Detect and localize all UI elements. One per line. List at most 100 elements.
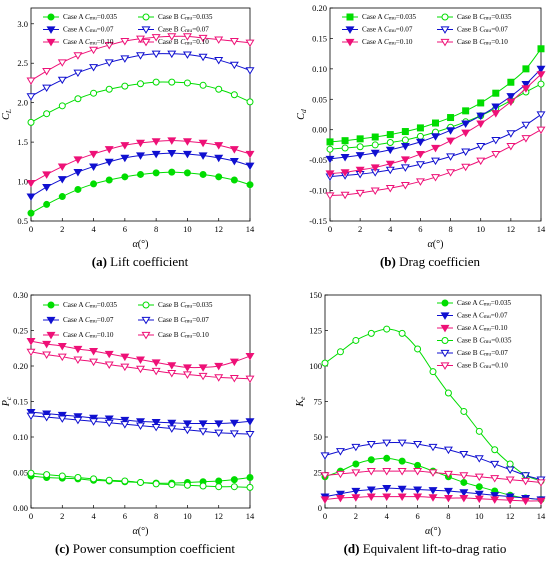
data-point [477, 99, 485, 107]
legend-label: Case A Cmu=0.035 [63, 301, 117, 310]
data-point [215, 173, 223, 181]
data-point [367, 456, 375, 464]
data-point [120, 38, 130, 46]
data-point [57, 176, 67, 184]
data-point [386, 131, 394, 139]
data-point [245, 375, 255, 384]
data-point [199, 170, 207, 178]
data-point [89, 163, 99, 171]
data-point [198, 428, 208, 436]
data-point [352, 460, 360, 468]
x-tick-label: 10 [476, 224, 485, 234]
data-point [355, 189, 365, 198]
data-point [366, 486, 376, 494]
data-point [415, 178, 425, 186]
data-point [73, 156, 83, 164]
data-point [58, 193, 66, 201]
data-point [341, 144, 349, 152]
data-point [246, 181, 254, 189]
x-tick-label: 12 [506, 511, 515, 521]
data-point [245, 352, 255, 361]
data-point [136, 152, 145, 160]
data-point [245, 150, 255, 159]
data-point [476, 143, 486, 151]
data-point [57, 76, 67, 85]
legend-label: Case A Cmu=0.10 [63, 38, 114, 47]
data-point [214, 56, 224, 65]
x-tick-label: 4 [385, 511, 390, 521]
data-point [459, 489, 469, 497]
y-tick-label: 2.0 [17, 98, 28, 108]
y-tick-label: 75 [314, 397, 323, 407]
data-point [537, 45, 545, 53]
data-point [198, 139, 208, 148]
x-tick-label: 0 [29, 224, 33, 234]
data-point [536, 111, 546, 119]
data-point [443, 494, 453, 503]
data-point [506, 98, 516, 107]
data-point [351, 443, 361, 452]
data-point [182, 420, 192, 428]
legend-marker [142, 301, 150, 309]
data-point [199, 81, 207, 89]
data-point [120, 363, 130, 372]
data-point [522, 65, 530, 73]
data-point [58, 102, 66, 110]
y-tick-label: 0.05 [312, 94, 327, 104]
data-point [383, 325, 391, 333]
y-tick-label: 0.20 [312, 3, 327, 13]
data-point [356, 135, 364, 143]
data-point [443, 470, 453, 479]
y-tick-label: 1.5 [17, 137, 28, 147]
data-point [355, 166, 365, 175]
data-point [151, 50, 161, 59]
data-point [491, 110, 501, 118]
data-point [335, 494, 345, 503]
data-point [321, 359, 329, 367]
data-point [400, 156, 410, 164]
series-3 [320, 493, 546, 506]
series-4 [325, 111, 546, 181]
data-point [229, 146, 239, 154]
data-point [168, 168, 176, 176]
data-point [385, 185, 395, 193]
x-tick-label: 8 [154, 224, 158, 234]
legend-marker [47, 301, 55, 309]
data-point [245, 431, 255, 439]
data-point [167, 419, 177, 428]
legend-marker [441, 13, 449, 21]
caption-b: (b) Drag coefficien [320, 254, 540, 270]
data-point [415, 161, 425, 169]
legend-label: Case B Cmu=0.10 [158, 331, 209, 340]
series-2 [27, 78, 254, 126]
data-point [490, 492, 500, 500]
data-point [413, 486, 423, 494]
data-point [26, 412, 36, 421]
data-point [507, 78, 515, 86]
x-tick-label: 2 [354, 511, 358, 521]
data-point [152, 480, 160, 488]
data-point [89, 347, 99, 356]
data-point [246, 98, 254, 106]
data-point [476, 112, 486, 121]
caption-d-letter: (d) [343, 541, 360, 556]
caption-d-text: Equivalent lift-to-drag ratio [362, 541, 507, 556]
legend-label: Case B Cmu=0.035 [158, 301, 213, 310]
legend-marker [441, 299, 449, 307]
data-point [151, 34, 161, 42]
data-point [320, 472, 330, 480]
data-point [320, 452, 330, 460]
data-point [351, 494, 361, 502]
data-point [475, 427, 483, 435]
data-point [136, 139, 145, 148]
caption-a: (a) Lift coefficient [30, 254, 250, 270]
data-point [215, 85, 223, 93]
caption-d: (d) Equivalent lift-to-drag ratio [300, 541, 550, 557]
legend-marker [440, 362, 450, 370]
data-point [506, 143, 516, 151]
legend-label: Case A Cmu=0.07 [457, 311, 508, 320]
data-point [371, 141, 379, 149]
data-point [136, 422, 145, 431]
data-point [73, 69, 83, 78]
data-point [475, 483, 483, 491]
